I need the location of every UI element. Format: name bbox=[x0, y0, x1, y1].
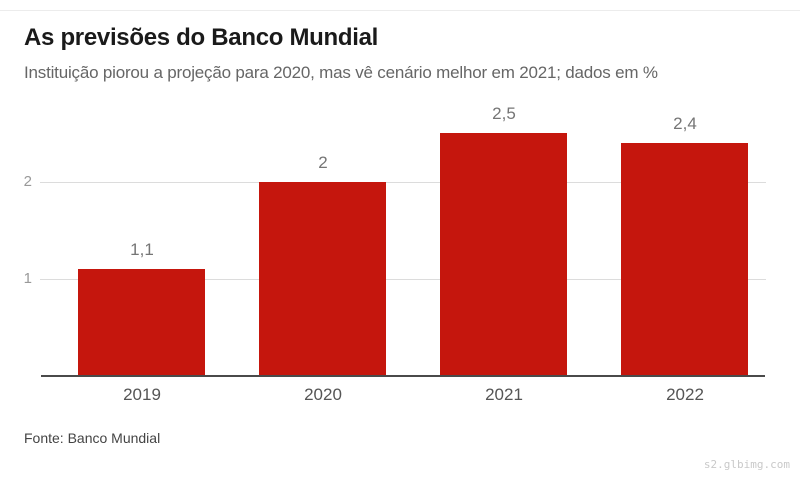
x-axis-line bbox=[41, 375, 765, 377]
chart-title: As previsões do Banco Mundial bbox=[24, 24, 379, 51]
bar-2019 bbox=[78, 269, 205, 376]
y-axis-tick-label: 2 bbox=[23, 173, 32, 190]
bar-value-label: 2,4 bbox=[673, 114, 697, 133]
top-divider bbox=[0, 10, 800, 11]
source-note: Fonte: Banco Mundial bbox=[24, 430, 161, 446]
x-axis-tick-label: 2021 bbox=[485, 385, 523, 404]
bar-2020 bbox=[259, 182, 386, 376]
bar-value-label: 2 bbox=[318, 153, 328, 172]
x-axis-tick-label: 2019 bbox=[123, 385, 161, 404]
bar-2021 bbox=[440, 133, 567, 376]
bar-2022 bbox=[621, 143, 748, 376]
gridline bbox=[40, 182, 766, 183]
x-axis-tick-label: 2022 bbox=[666, 385, 704, 404]
watermark: s2.glbimg.com bbox=[703, 458, 790, 471]
gridline bbox=[40, 279, 766, 280]
chart-subtitle: Instituição piorou a projeção para 2020,… bbox=[24, 63, 658, 82]
bar-value-label: 2,5 bbox=[492, 104, 516, 123]
y-axis-tick-label: 1 bbox=[23, 270, 32, 287]
x-axis-tick-label: 2020 bbox=[304, 385, 342, 404]
bar-value-label: 1,1 bbox=[130, 240, 154, 259]
